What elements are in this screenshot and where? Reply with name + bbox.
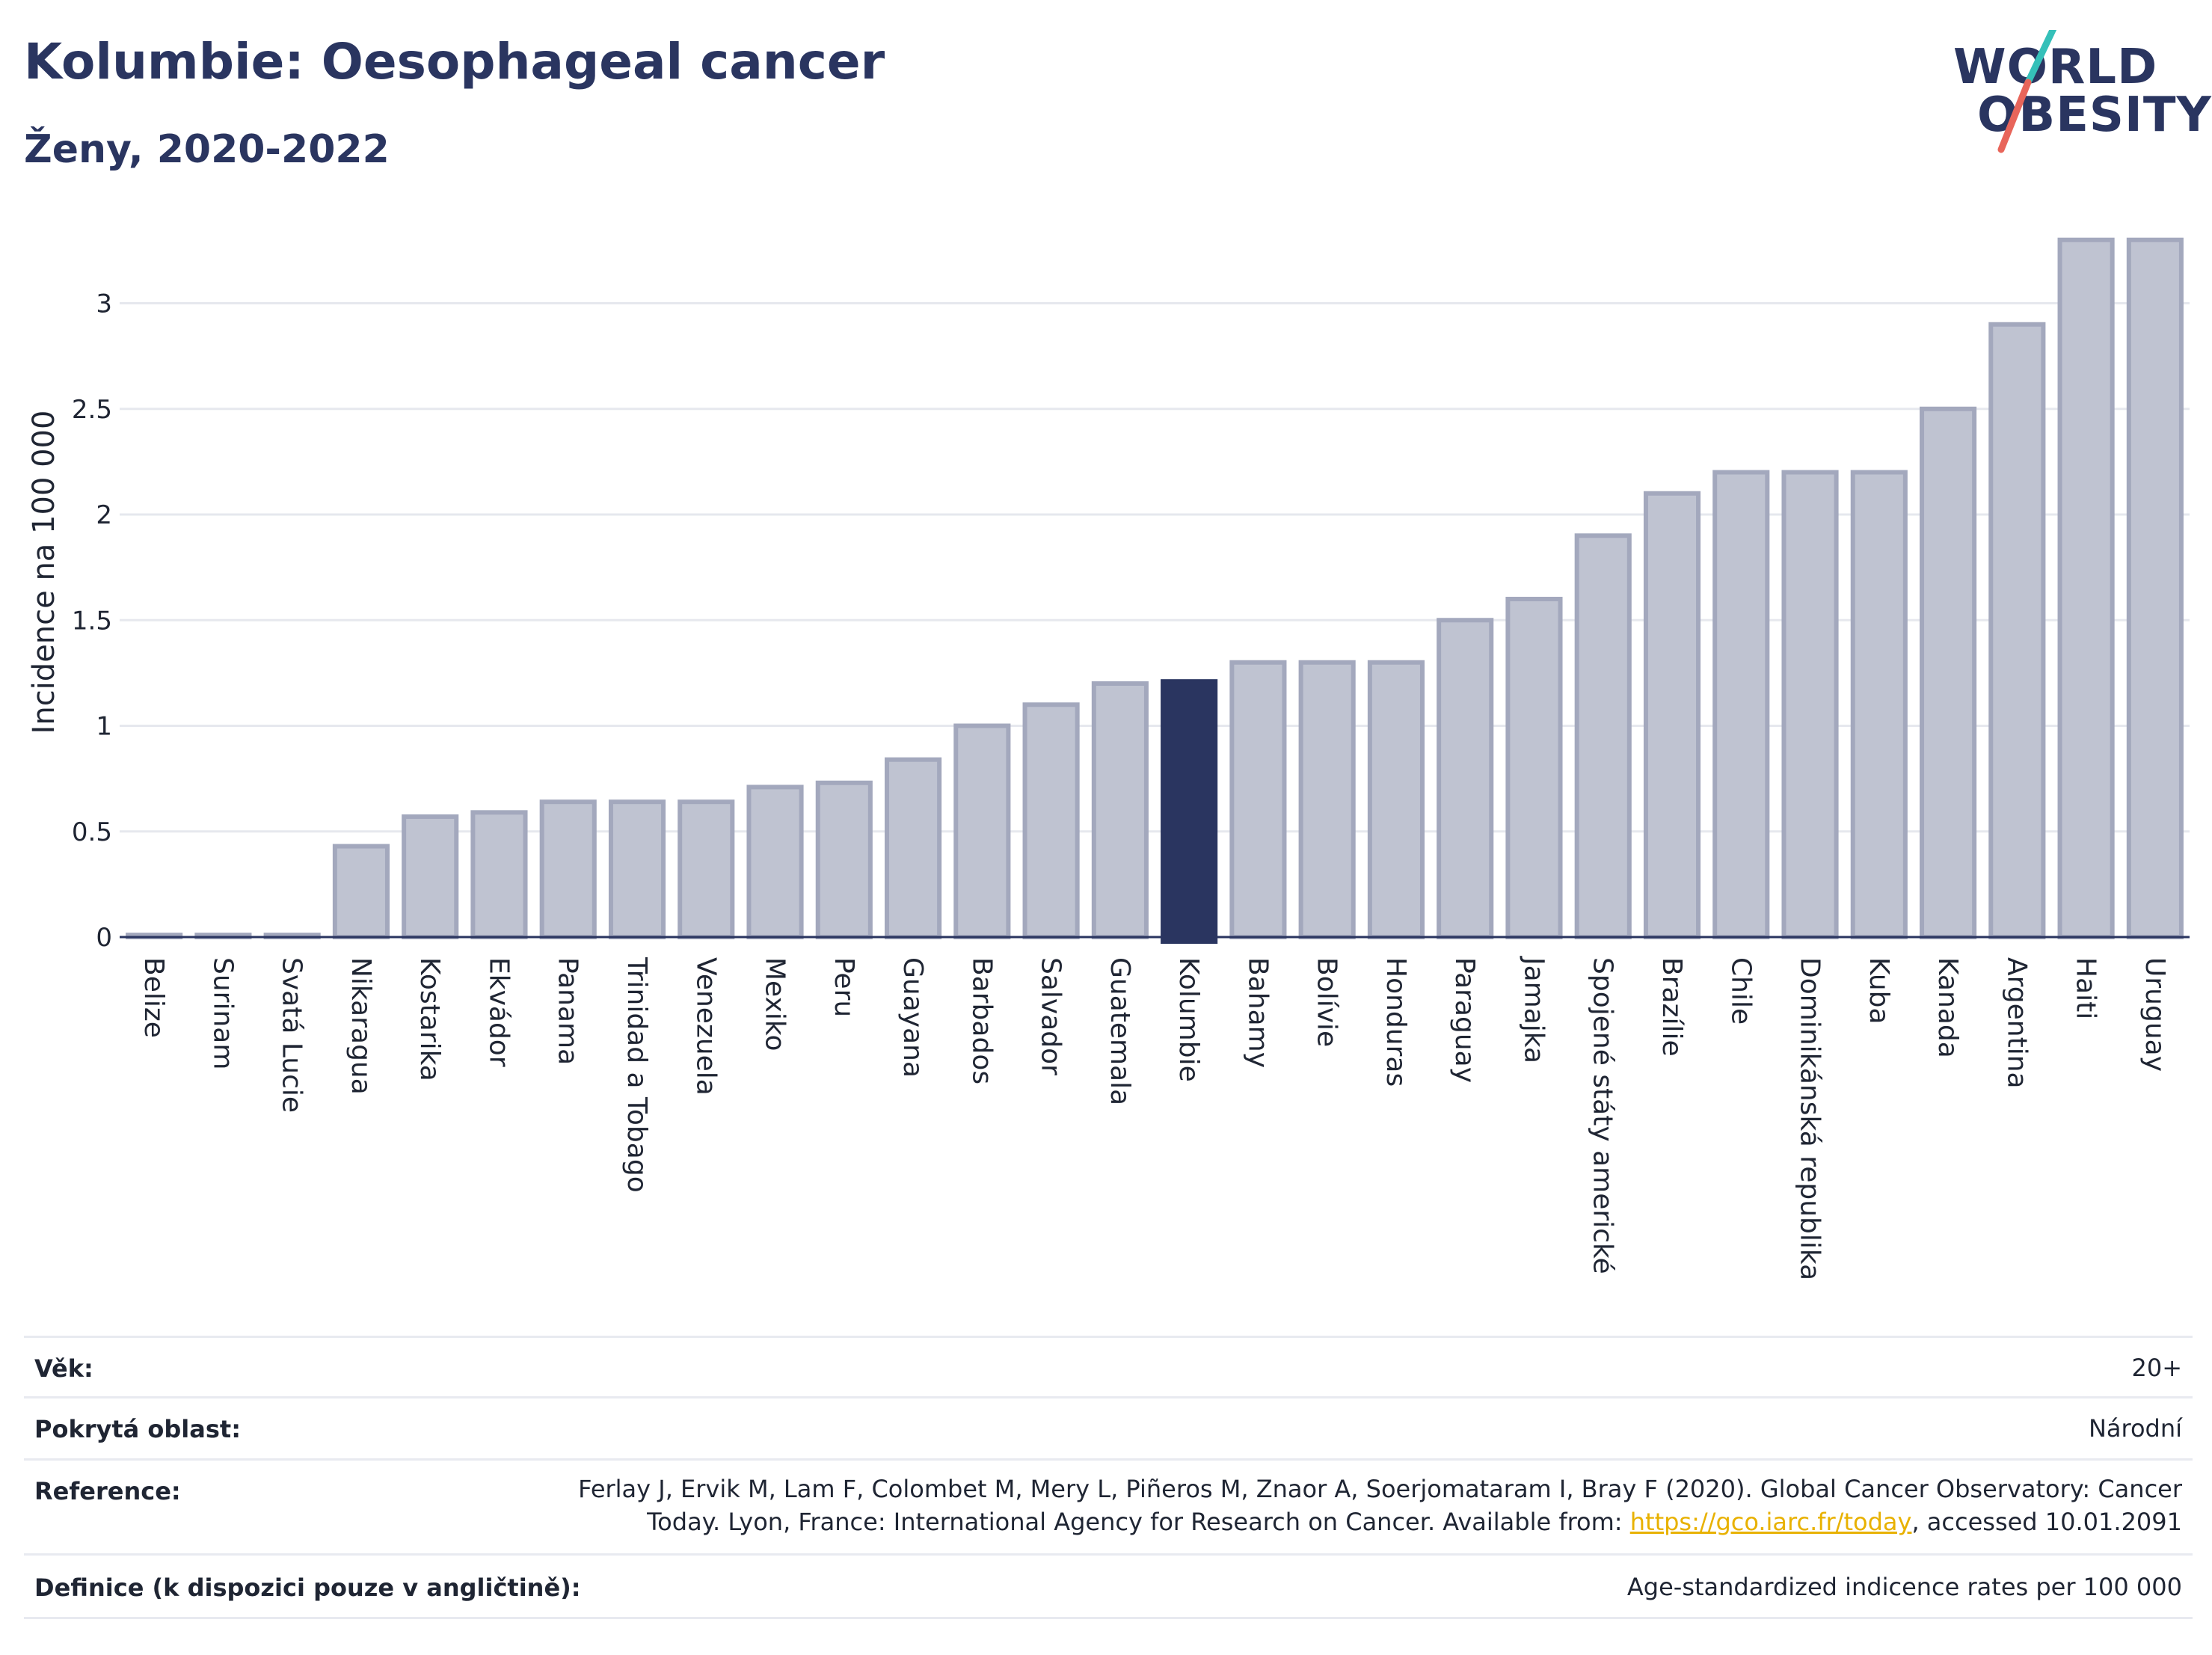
bar <box>885 757 942 940</box>
x-tick-label: Surinam <box>207 957 238 1069</box>
bar <box>332 844 390 940</box>
bar <box>1920 406 1977 939</box>
x-tick-label: Salvador <box>1036 957 1066 1075</box>
x-tick-label: Paraguay <box>1449 957 1480 1083</box>
reference-line-2: Today. Lyon, France: International Agenc… <box>578 1505 2182 1538</box>
reference-value: Ferlay J, Ervik M, Lam F, Colombet M, Me… <box>578 1473 2182 1538</box>
x-tick-label: Kanada <box>1932 957 1963 1058</box>
x-tick-label: Barbados <box>966 957 997 1084</box>
x-tick-label: Uruguay <box>2139 957 2170 1072</box>
y-tick-label: 2 <box>96 500 112 530</box>
y-tick-label: 1 <box>96 712 112 742</box>
bar <box>402 814 459 939</box>
x-tick-label: Kostarika <box>414 957 445 1081</box>
metadata-table: Věk: 20+ Pokrytá oblast: Národní Referen… <box>24 1336 2193 1619</box>
meta-row-definition: Definice (k dispozici pouze v angličtině… <box>24 1553 2193 1619</box>
x-tick-label: Guayana <box>897 957 928 1078</box>
chart-subtitle: Ženy, 2020-2022 <box>24 127 390 172</box>
x-tick-label: Trinidad a Tobago <box>621 957 652 1193</box>
bar <box>1574 533 1632 939</box>
x-tick-label: Argentina <box>2001 957 2032 1089</box>
bar <box>953 723 1011 939</box>
bar <box>1850 470 1908 939</box>
bar <box>815 780 873 940</box>
bar <box>2126 237 2184 939</box>
bar <box>470 810 528 939</box>
x-tick-label: Nikaragua <box>345 957 376 1095</box>
x-tick-label: Spojené státy americké <box>1588 957 1618 1274</box>
reference-link[interactable]: https://gco.iarc.fr/today <box>1629 1508 1912 1536</box>
bar <box>746 784 804 940</box>
bar <box>1367 660 1425 939</box>
x-tick-label: Bahamy <box>1242 957 1273 1068</box>
coverage-value: Národní <box>2088 1414 2182 1443</box>
x-tick-label: Guatemala <box>1105 957 1135 1105</box>
x-tick-label: Honduras <box>1380 957 1411 1087</box>
x-tick-label: Jamajka <box>1518 956 1549 1063</box>
meta-row-coverage: Pokrytá oblast: Národní <box>24 1396 2193 1458</box>
y-tick-label: 2.5 <box>72 395 112 425</box>
bar <box>1298 660 1356 939</box>
x-tick-label: Venezuela <box>690 957 721 1096</box>
meta-row-reference: Reference: Ferlay J, Ervik M, Lam F, Col… <box>24 1458 2193 1553</box>
y-axis-label: Incidence na 100 000 <box>27 411 61 734</box>
logo-line-1: WORLD <box>1953 40 2158 95</box>
reference-accessed: , accessed 10.01.2091 <box>1911 1508 2182 1536</box>
bar <box>1643 491 1701 939</box>
bar <box>1091 681 1149 939</box>
coverage-label: Pokrytá oblast: <box>34 1415 241 1443</box>
x-tick-label: Belize <box>138 957 169 1038</box>
x-tick-label: Ekvádor <box>483 957 514 1067</box>
bar <box>1437 618 1494 939</box>
x-tick-label: Brazílie <box>1656 957 1687 1057</box>
age-value: 20+ <box>2131 1354 2182 1382</box>
bar <box>2057 237 2115 939</box>
bar <box>1229 660 1287 939</box>
x-tick-label: Kuba <box>1864 957 1894 1025</box>
bar-chart: 0 0.5 1 1.5 2 2.5 3 Incidence na 100 000 Belize S… <box>27 237 2190 1280</box>
x-tick-label: Panama <box>553 957 583 1065</box>
bar <box>678 799 735 939</box>
bar-highlighted <box>1161 679 1218 944</box>
bar <box>1781 470 1839 939</box>
y-tick-label: 0 <box>96 923 112 953</box>
x-tick-label: Kolumbie <box>1173 957 1204 1082</box>
bar <box>1988 322 2046 939</box>
reference-line-1: Ferlay J, Ervik M, Lam F, Colombet M, Me… <box>578 1475 2182 1503</box>
bar <box>1022 702 1080 939</box>
x-tick-label: Svatá Lucie <box>277 957 307 1113</box>
logo-slash-icon <box>1997 30 2057 153</box>
reference-line-2-text: Today. Lyon, France: International Agenc… <box>647 1508 1630 1536</box>
x-tick-label: Mexiko <box>760 957 790 1051</box>
bar <box>608 799 666 939</box>
bar <box>539 799 597 939</box>
chart-title: Kolumbie: Oesophageal cancer <box>24 33 885 90</box>
y-tick-label: 0.5 <box>72 817 112 847</box>
x-tick-label: Peru <box>829 957 859 1017</box>
bar <box>1505 597 1563 939</box>
x-tick-label: Haiti <box>2071 957 2101 1019</box>
x-tick-label: Bolívie <box>1312 957 1342 1047</box>
x-tick-label: Dominikánská republika <box>1795 957 1825 1280</box>
y-tick-label: 3 <box>96 289 112 319</box>
world-obesity-logo: WORLD OBESITY <box>1944 30 2211 157</box>
x-tick-label: Chile <box>1725 957 1756 1025</box>
bar <box>1712 470 1770 939</box>
definition-value: Age-standardized indicence rates per 100… <box>1626 1573 2182 1601</box>
age-label: Věk: <box>34 1354 93 1383</box>
reference-label: Reference: <box>34 1477 181 1505</box>
meta-row-age: Věk: 20+ <box>24 1336 2193 1396</box>
y-tick-label: 1.5 <box>72 606 112 636</box>
definition-label: Definice (k dispozici pouze v angličtině… <box>34 1573 581 1602</box>
